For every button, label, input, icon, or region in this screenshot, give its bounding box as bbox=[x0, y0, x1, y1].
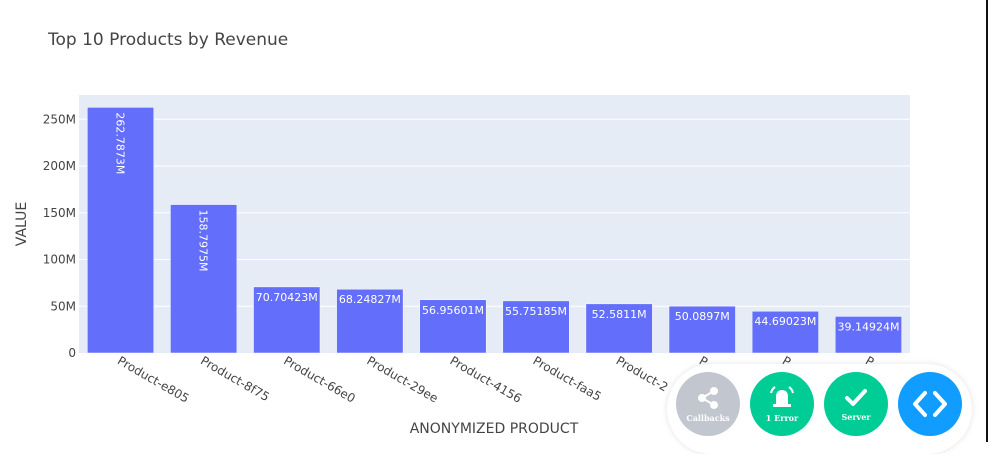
y-tick-label: 200M bbox=[43, 159, 76, 173]
bar bbox=[502, 300, 570, 354]
bar-data-label: 50.0897M bbox=[675, 310, 730, 323]
x-tick-label: Product-2 bbox=[614, 353, 671, 394]
bar bbox=[585, 303, 653, 354]
code-button[interactable] bbox=[898, 372, 962, 436]
code-icon bbox=[913, 391, 947, 417]
bar-data-label: 262.7873M bbox=[114, 112, 127, 174]
data-labels: 262.7873M 158.7975M 70.70423M 68.24827M 56.9… bbox=[114, 112, 900, 333]
y-tick-label: 0 bbox=[68, 346, 76, 360]
check-icon bbox=[845, 389, 867, 406]
y-axis-title: VALUE bbox=[14, 202, 30, 246]
y-tick-label: 250M bbox=[43, 112, 76, 126]
bell-icon bbox=[770, 386, 794, 407]
bar-data-label: 158.7975M bbox=[197, 210, 210, 272]
bar bbox=[668, 305, 736, 354]
x-tick-label: Product-29ee bbox=[364, 353, 440, 405]
x-tick-label: Product-66e0 bbox=[281, 353, 357, 405]
chart-title: Top 10 Products by Revenue bbox=[47, 30, 288, 50]
x-axis-title: ANONYMIZED PRODUCT bbox=[410, 421, 579, 437]
y-tick-label: 150M bbox=[43, 206, 76, 220]
bar-data-label: 68.24827M bbox=[339, 293, 401, 306]
bar bbox=[419, 299, 487, 354]
share-icon bbox=[698, 387, 718, 409]
bar bbox=[834, 316, 902, 354]
server-label: Server bbox=[841, 412, 871, 422]
bar bbox=[87, 107, 155, 354]
chart: Top 10 Products by Revenue 262.7873M 158.… bbox=[14, 30, 910, 437]
bar-data-label: 52.5811M bbox=[592, 308, 647, 321]
x-tick-label: Product-e805 bbox=[115, 353, 191, 405]
y-axis-ticks: 0 50M 100M 150M 200M 250M bbox=[43, 112, 76, 360]
y-tick-label: 100M bbox=[43, 253, 76, 267]
x-tick-label: Product-faa5 bbox=[531, 353, 604, 403]
bar-data-label: 55.75185M bbox=[505, 305, 567, 318]
bar-data-label: 44.69023M bbox=[754, 315, 816, 328]
x-tick-label: Product-4156 bbox=[447, 353, 524, 405]
bar bbox=[336, 288, 404, 354]
bar-data-label: 56.95601M bbox=[422, 304, 484, 317]
bars bbox=[87, 107, 902, 354]
bar bbox=[170, 204, 238, 354]
callbacks-button[interactable]: Callbacks bbox=[676, 372, 740, 436]
bar-data-label: 39.14924M bbox=[837, 320, 899, 333]
bar bbox=[751, 310, 819, 354]
bar bbox=[253, 286, 321, 354]
errors-label: 1 Error bbox=[765, 413, 799, 423]
callbacks-label: Callbacks bbox=[686, 413, 730, 423]
bar-data-label: 70.70423M bbox=[256, 291, 318, 304]
errors-button[interactable]: 1 Error bbox=[750, 372, 814, 436]
y-tick-label: 50M bbox=[50, 299, 76, 313]
server-button[interactable]: Server bbox=[824, 372, 888, 436]
window-edge bbox=[986, 0, 988, 442]
dash-devtools: Callbacks 1 Error Server bbox=[667, 364, 972, 454]
x-tick-label: Product-8f75 bbox=[198, 353, 272, 404]
